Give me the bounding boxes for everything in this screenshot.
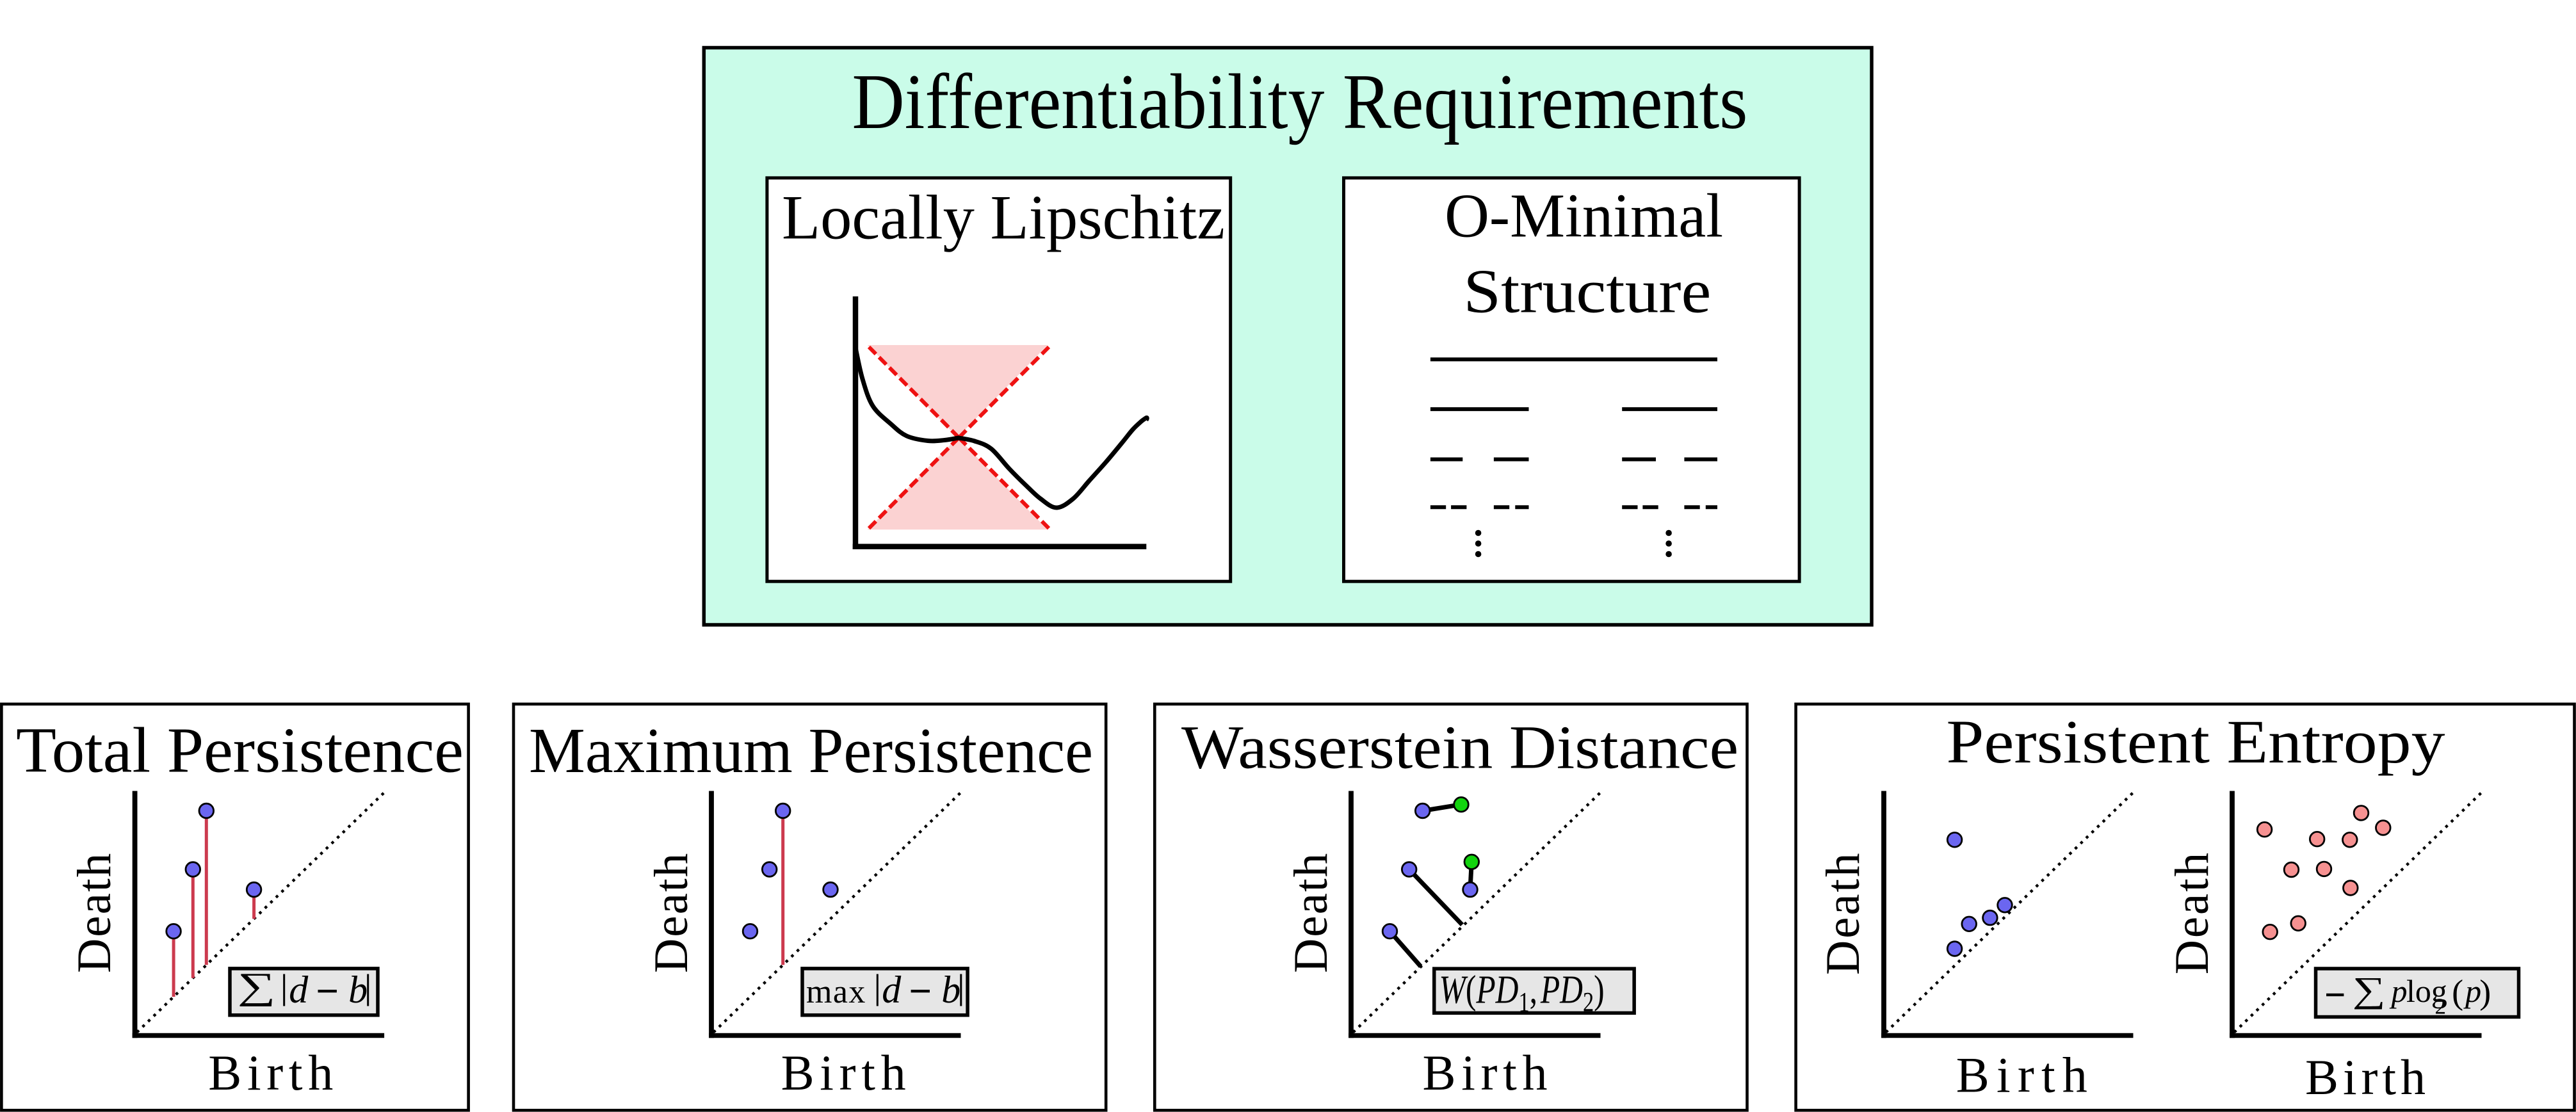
svg-text:): ) <box>2479 973 2491 1011</box>
svg-text:Death: Death <box>68 853 121 973</box>
svg-text:∑: ∑ <box>238 965 276 1007</box>
svg-text:log: log <box>2406 973 2447 1009</box>
svg-text:2: 2 <box>2435 994 2447 1019</box>
svg-text:Wasserstein Distance: Wasserstein Distance <box>1181 713 1738 781</box>
svg-text:Death: Death <box>2166 853 2219 974</box>
svg-text:b: b <box>941 969 960 1011</box>
svg-text:Birth: Birth <box>1423 1045 1548 1100</box>
svg-text:(: ( <box>2452 973 2463 1011</box>
svg-text:Locally Lipschitz: Locally Lipschitz <box>782 182 1225 252</box>
svg-text:b: b <box>348 969 368 1011</box>
svg-text:p: p <box>2463 973 2481 1009</box>
svg-text:Birth: Birth <box>1956 1047 2087 1103</box>
svg-text:d: d <box>882 969 902 1011</box>
svg-text:max: max <box>806 974 865 1010</box>
svg-text:Birth: Birth <box>781 1045 906 1100</box>
svg-text:Death: Death <box>1284 853 1338 973</box>
svg-text:Differentiability Requirements: Differentiability Requirements <box>852 58 1748 145</box>
svg-text:d: d <box>289 969 309 1011</box>
svg-text:W(PD1,PD2): W(PD1,PD2) <box>1439 968 1605 1017</box>
svg-text:Birth: Birth <box>208 1045 333 1100</box>
svg-text:∑: ∑ <box>2353 970 2386 1010</box>
svg-text:Death: Death <box>645 853 698 973</box>
svg-text:Maximum Persistence: Maximum Persistence <box>529 714 1093 786</box>
svg-text:Persistent Entropy: Persistent Entropy <box>1947 707 2445 776</box>
svg-text:O-Minimal: O-Minimal <box>1445 181 1723 250</box>
svg-text:Birth: Birth <box>2305 1049 2426 1105</box>
svg-text:Death: Death <box>1817 853 1870 975</box>
svg-text:Total Persistence: Total Persistence <box>16 714 464 786</box>
svg-text:Structure: Structure <box>1463 257 1711 325</box>
svg-text:p: p <box>2390 973 2408 1009</box>
